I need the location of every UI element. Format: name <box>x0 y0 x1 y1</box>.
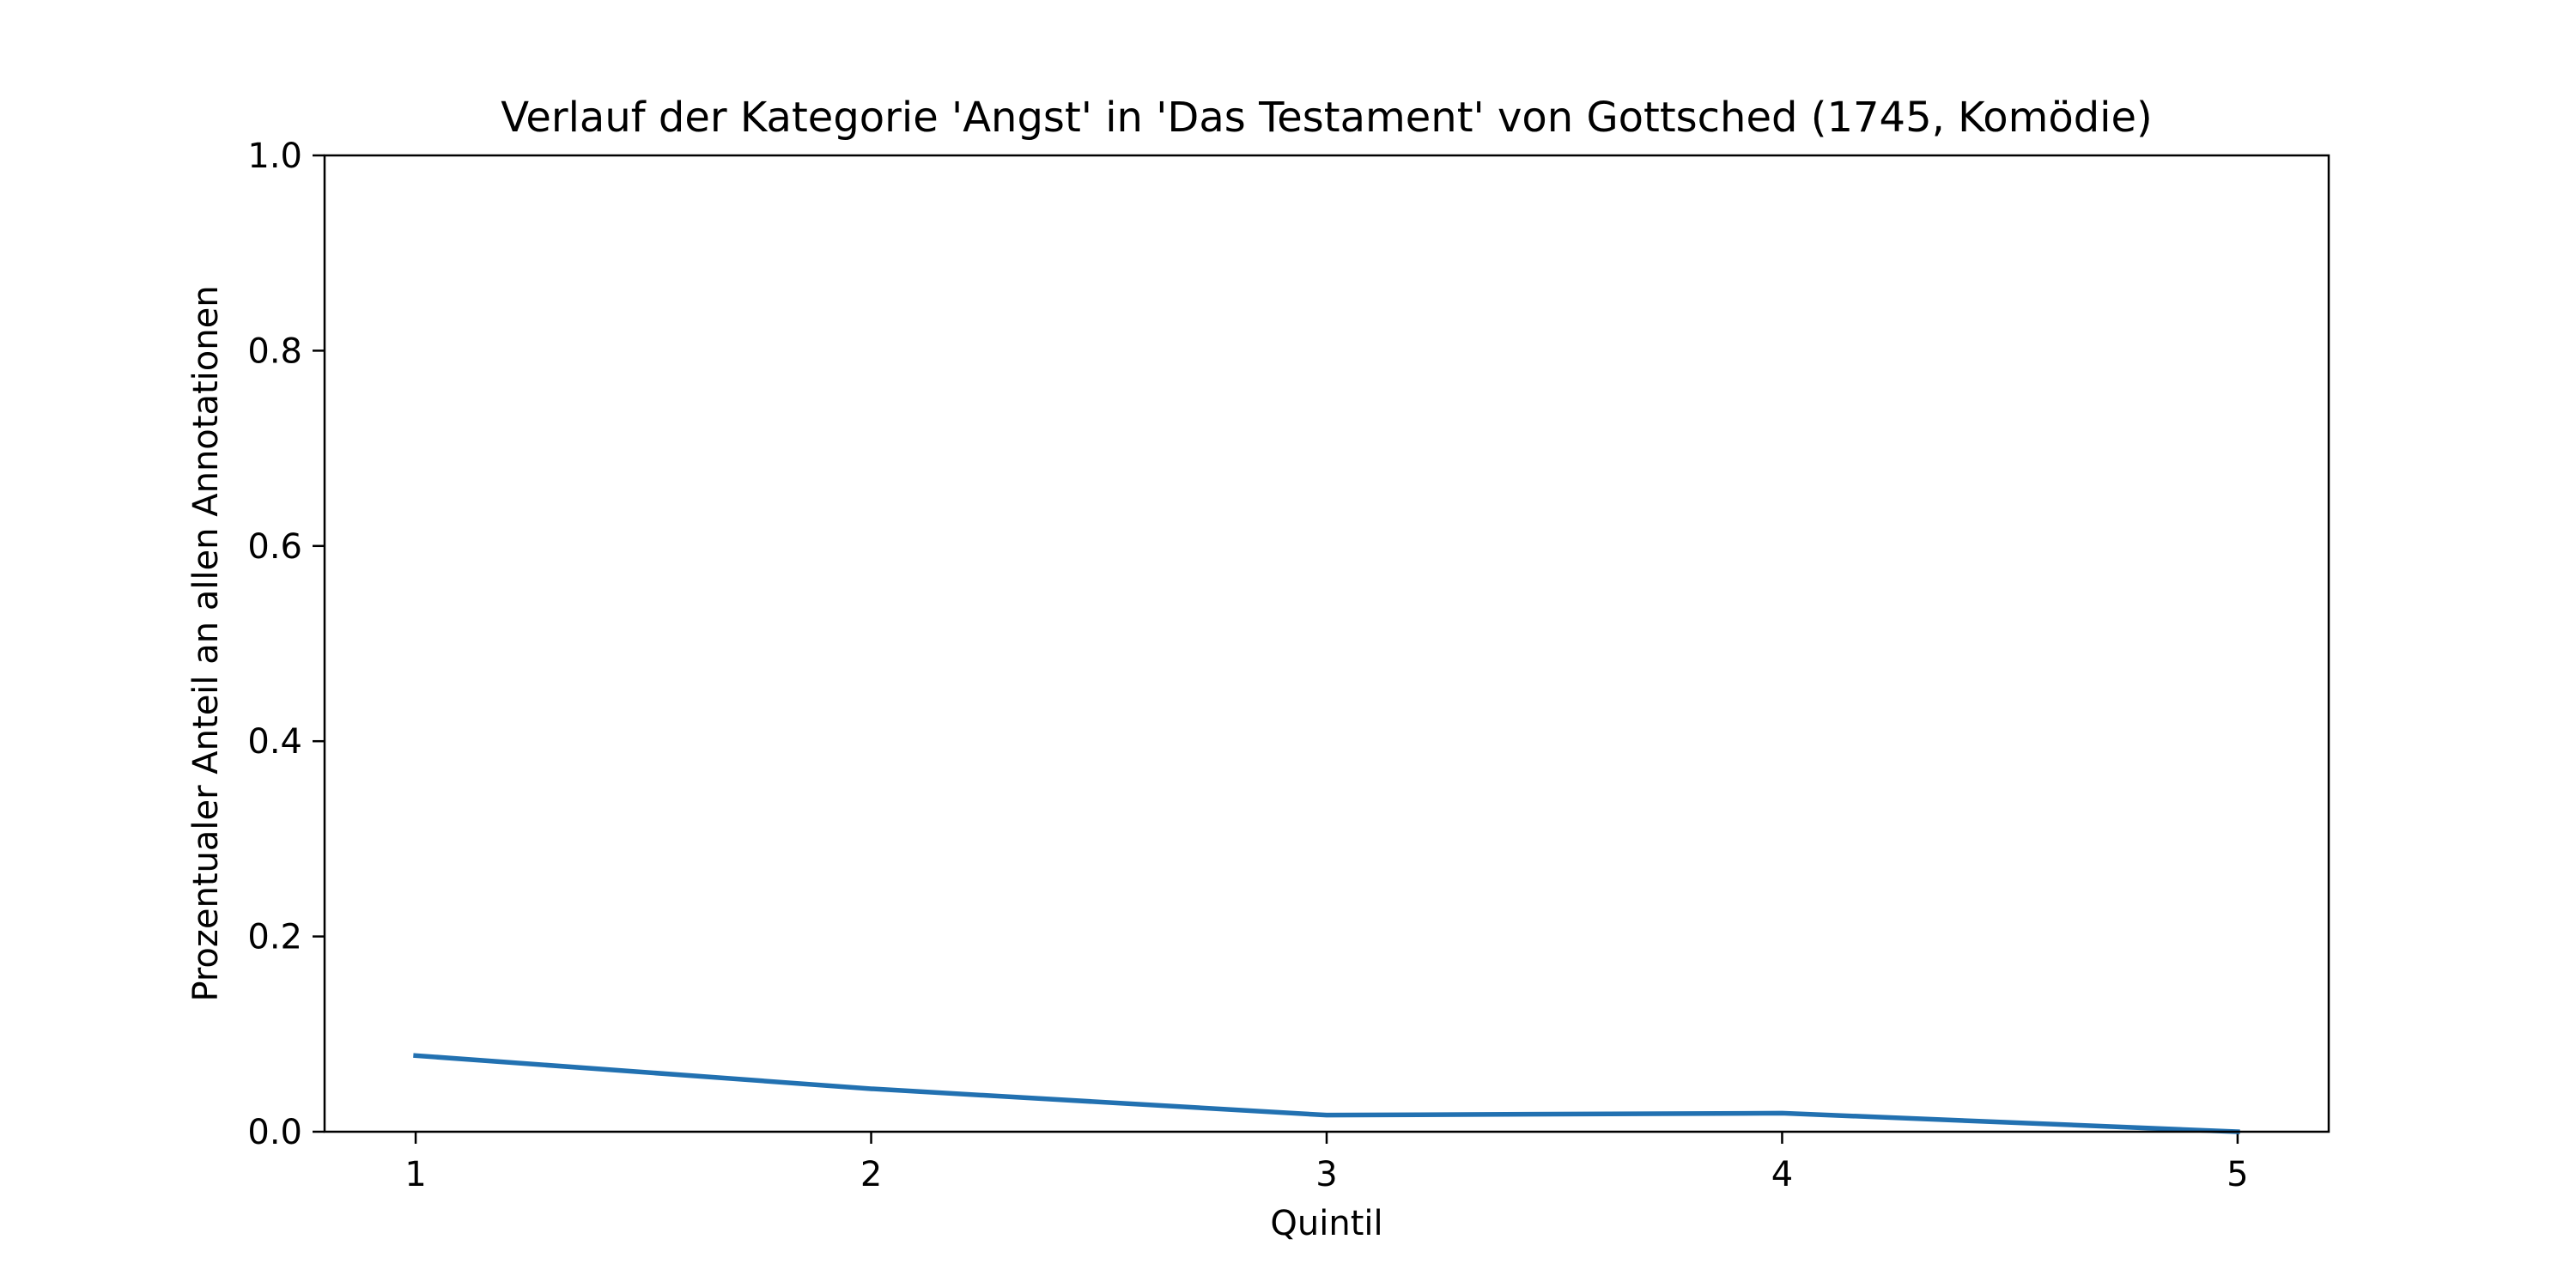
plot-area-frame <box>323 154 2330 1133</box>
y-axis-ticks: 0.0 0.2 0.4 0.6 0.8 1.0 <box>247 137 325 1152</box>
x-tick-label: 2 <box>860 1155 882 1194</box>
y-tick-label: 0.2 <box>247 918 302 957</box>
y-tick-label: 0.8 <box>247 331 302 371</box>
x-axis-label: Quintil <box>1270 1204 1382 1243</box>
y-axis-label: Prozentualer Anteil an allen Annotatione… <box>186 285 226 1001</box>
x-tick-label: 3 <box>1315 1155 1337 1194</box>
x-tick-label: 5 <box>2227 1155 2248 1194</box>
x-tick-label: 1 <box>404 1155 426 1194</box>
chart-title: Verlauf der Kategorie 'Angst' in 'Das Te… <box>501 94 2153 142</box>
x-axis-ticks: 1 2 3 4 5 <box>404 1132 2249 1194</box>
x-tick-label: 4 <box>1771 1155 1793 1194</box>
y-tick-label: 0.0 <box>247 1113 302 1152</box>
y-tick-label: 0.4 <box>247 722 302 762</box>
y-tick-label: 0.6 <box>247 527 302 567</box>
y-tick-label: 1.0 <box>247 137 302 176</box>
